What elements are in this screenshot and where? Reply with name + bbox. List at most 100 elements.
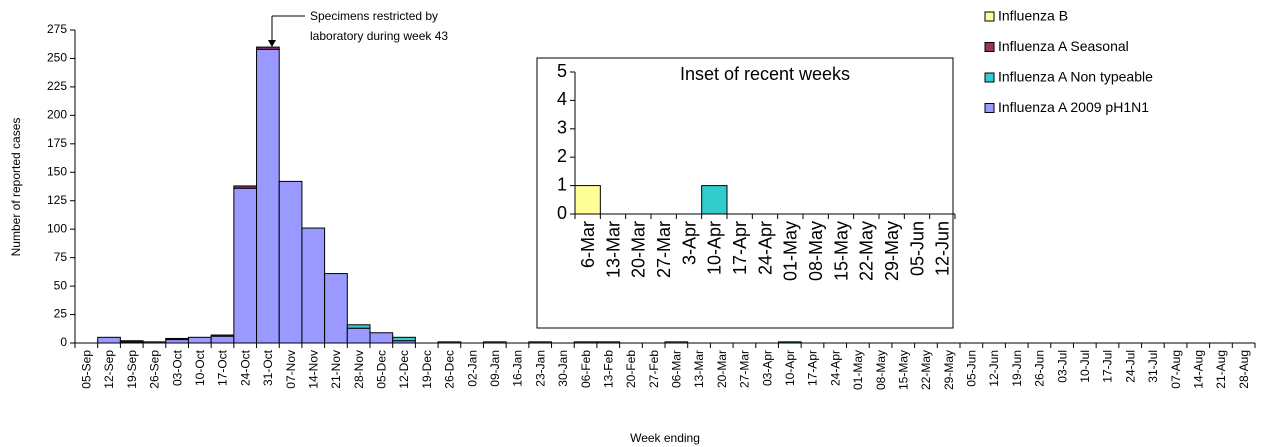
y-tick-label: 125 <box>47 193 67 207</box>
bar <box>664 341 689 344</box>
x-tick-label: 19-Dec <box>420 350 434 389</box>
x-tick-label: 14-Aug <box>1191 350 1205 389</box>
x-tick-label: 03-Apr <box>760 350 774 386</box>
bar <box>233 185 258 189</box>
y-tick-label: 275 <box>47 22 67 36</box>
x-tick-label: 17-Oct <box>216 349 230 386</box>
bar <box>97 336 121 344</box>
x-tick-label: 09-Jan <box>488 350 502 387</box>
x-tick-label: 12-Dec <box>397 350 411 389</box>
bar <box>392 336 416 342</box>
legend-label: Influenza A Seasonal <box>998 38 1129 54</box>
x-tick-label: 24-Jul <box>1123 350 1137 383</box>
x-tick-label: 31-Oct <box>261 349 275 386</box>
x-tick-label: 03-Jul <box>1055 350 1069 383</box>
bar <box>324 273 348 344</box>
x-tick-label: 07-Nov <box>284 350 298 389</box>
legend-label: Influenza B <box>998 8 1068 24</box>
x-tick-label: 13-Feb <box>601 350 615 388</box>
x-tick-label: 06-Feb <box>579 350 593 388</box>
y-tick-label: 0 <box>557 203 567 223</box>
arrow-head <box>268 40 276 47</box>
x-axis-title: Week ending <box>630 431 700 445</box>
x-tick-label: 08-May <box>806 221 826 281</box>
legend-swatch <box>984 103 995 113</box>
x-tick-label: 3-Apr <box>679 221 699 265</box>
legend-label: Influenza A Non typeable <box>998 69 1153 85</box>
x-tick-label: 23-Jan <box>533 350 547 387</box>
y-tick-label: 50 <box>54 278 68 292</box>
bar <box>256 46 280 50</box>
y-tick-label: 3 <box>557 118 567 138</box>
y-tick-label: 4 <box>557 89 567 109</box>
x-tick-label: 29-May <box>882 221 902 281</box>
x-tick-label: 13-Mar <box>692 350 706 388</box>
x-tick-label: 05-Jun <box>907 221 927 276</box>
bar <box>210 334 235 337</box>
x-tick-label: 15-May <box>896 350 910 390</box>
x-tick-label: 21-Aug <box>1214 350 1228 389</box>
bar <box>233 187 258 344</box>
x-tick-label: 24-Apr <box>755 221 775 275</box>
x-tick-label: 16-Jan <box>511 350 525 387</box>
y-tick-label: 150 <box>47 164 67 178</box>
x-tick-label: 17-Apr <box>806 350 820 386</box>
bar <box>369 332 394 344</box>
bar <box>142 341 167 344</box>
legend-swatch <box>984 42 995 52</box>
x-tick-label: 08-May <box>874 350 888 390</box>
inset-title: Inset of recent weeks <box>680 64 850 84</box>
y-tick-label: 25 <box>54 307 68 321</box>
x-tick-label: 30-Jan <box>556 350 570 387</box>
bar <box>573 341 598 344</box>
bar <box>574 185 601 215</box>
y-tick-label: 0 <box>60 335 67 349</box>
x-tick-label: 12-Sep <box>102 350 116 389</box>
x-tick-label: 26-Sep <box>148 350 162 389</box>
y-tick-label: 1 <box>557 174 567 194</box>
x-tick-label: 07-Aug <box>1169 350 1183 389</box>
x-tick-label: 14-Nov <box>306 350 320 389</box>
bar <box>165 339 189 344</box>
bar <box>278 180 303 344</box>
bar <box>482 341 507 344</box>
y-tick-label: 75 <box>54 250 68 264</box>
x-tick-label: 31-Jul <box>1146 350 1160 383</box>
x-tick-label: 27-Feb <box>647 350 661 388</box>
bar <box>701 185 728 215</box>
x-tick-label: 29-May <box>942 350 956 390</box>
y-tick-label: 200 <box>47 108 67 122</box>
x-tick-label: 22-May <box>857 221 877 281</box>
x-tick-label: 28-Aug <box>1237 350 1251 389</box>
legend-label: Influenza A 2009 pH1N1 <box>998 99 1149 115</box>
x-tick-label: 20-Mar <box>629 221 649 278</box>
y-tick-label: 175 <box>47 136 67 150</box>
x-tick-label: 19-Sep <box>125 350 139 389</box>
inset-frame <box>536 57 954 329</box>
x-tick-label: 20-Feb <box>624 350 638 388</box>
x-tick-label: 24-Oct <box>238 349 252 386</box>
y-tick-label: 2 <box>557 146 567 166</box>
x-tick-label: 10-Jul <box>1078 350 1092 383</box>
bar <box>187 336 212 344</box>
x-tick-label: 10-Apr <box>783 350 797 386</box>
annotation: Specimens restricted by <box>310 9 438 23</box>
legend-swatch <box>984 72 995 83</box>
x-tick-label: 10-Apr <box>705 221 725 275</box>
x-tick-label: 21-Nov <box>329 350 343 389</box>
x-tick-label: 28-Nov <box>352 350 366 389</box>
x-tick-label: 22-May <box>919 350 933 390</box>
x-tick-label: 19-Jun <box>1010 350 1024 387</box>
bar <box>346 327 371 344</box>
x-tick-label: 27-Mar <box>738 350 752 388</box>
y-tick-label: 5 <box>557 61 567 81</box>
x-tick-label: 6-Mar <box>578 221 598 268</box>
annotation: laboratory during week 43 <box>310 29 448 43</box>
x-tick-label: 01-May <box>781 221 801 281</box>
bar <box>301 227 326 344</box>
bar <box>777 341 802 344</box>
x-tick-label: 05-Jun <box>965 350 979 387</box>
x-tick-label: 03-Oct <box>170 349 184 386</box>
x-tick-label: 27-Mar <box>654 221 674 278</box>
